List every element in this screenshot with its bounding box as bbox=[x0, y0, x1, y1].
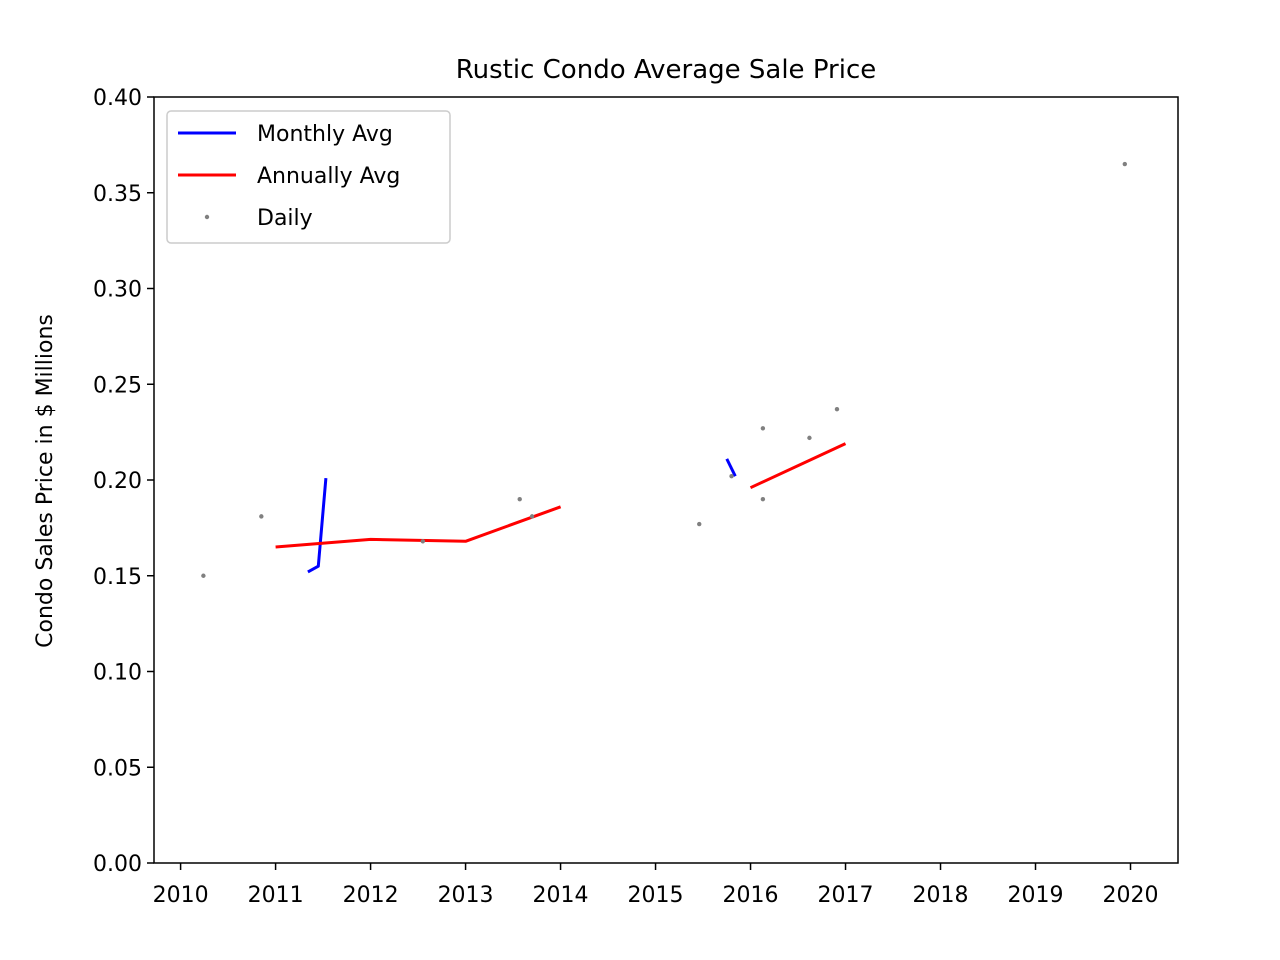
y-tick-label: 0.35 bbox=[93, 182, 142, 207]
data-point-daily bbox=[760, 496, 766, 502]
y-tick-label: 0.15 bbox=[93, 565, 142, 590]
series-line-annually-avg bbox=[275, 505, 562, 549]
data-point-daily bbox=[517, 496, 522, 502]
data-point-daily bbox=[529, 514, 535, 519]
legend-box bbox=[166, 110, 451, 244]
data-point-daily bbox=[807, 435, 812, 441]
y-tick-label: 0.25 bbox=[93, 373, 142, 398]
x-tick-label: 2014 bbox=[533, 883, 589, 908]
data-point-daily bbox=[420, 539, 426, 544]
axes: 2010 2011 2012 2013 2014 2015 2016 2017 2018 2019… bbox=[93, 86, 1158, 908]
x-tick-label: 2016 bbox=[723, 883, 779, 908]
legend-label-daily: Daily bbox=[257, 206, 313, 231]
x-tick-label: 2020 bbox=[1103, 883, 1159, 908]
data-point-daily bbox=[1122, 161, 1128, 167]
series-line-annually-avg bbox=[749, 442, 847, 490]
y-tick-label: 0.30 bbox=[93, 278, 142, 303]
legend-label-monthly-avg: Monthly Avg bbox=[257, 122, 393, 147]
series-line-monthly-avg bbox=[725, 458, 737, 477]
data-point-daily bbox=[201, 573, 206, 578]
legend: Monthly Avg Annually Avg Daily bbox=[166, 110, 451, 244]
chart-title: Rustic Condo Average Sale Price bbox=[456, 55, 877, 85]
x-tick-label: 2017 bbox=[818, 883, 874, 908]
x-tick-label: 2010 bbox=[153, 883, 209, 908]
data-point-daily bbox=[834, 406, 840, 412]
x-tick-label: 2011 bbox=[248, 883, 304, 908]
x-tick-label: 2012 bbox=[343, 883, 399, 908]
data-point-daily bbox=[697, 521, 702, 527]
data-point-daily bbox=[729, 473, 734, 479]
plot-area bbox=[201, 161, 1128, 578]
x-tick-label: 2018 bbox=[913, 883, 969, 908]
legend-label-annually-avg: Annually Avg bbox=[257, 164, 400, 189]
y-tick-label: 0.00 bbox=[93, 852, 142, 877]
y-tick-label: 0.40 bbox=[93, 86, 142, 111]
x-tick-label: 2019 bbox=[1008, 883, 1064, 908]
x-tick-label: 2013 bbox=[438, 883, 494, 908]
data-point-daily bbox=[259, 514, 264, 519]
y-tick-label: 0.05 bbox=[93, 756, 142, 781]
y-tick-label: 0.20 bbox=[93, 469, 142, 494]
y-axis-label: Condo Sales Price in $ Millions bbox=[33, 314, 58, 648]
legend-swatch-daily bbox=[204, 214, 210, 220]
data-point-daily bbox=[760, 426, 766, 431]
y-tick-label: 0.10 bbox=[93, 661, 142, 686]
series-line-monthly-avg bbox=[307, 477, 328, 574]
x-tick-label: 2015 bbox=[628, 883, 684, 908]
